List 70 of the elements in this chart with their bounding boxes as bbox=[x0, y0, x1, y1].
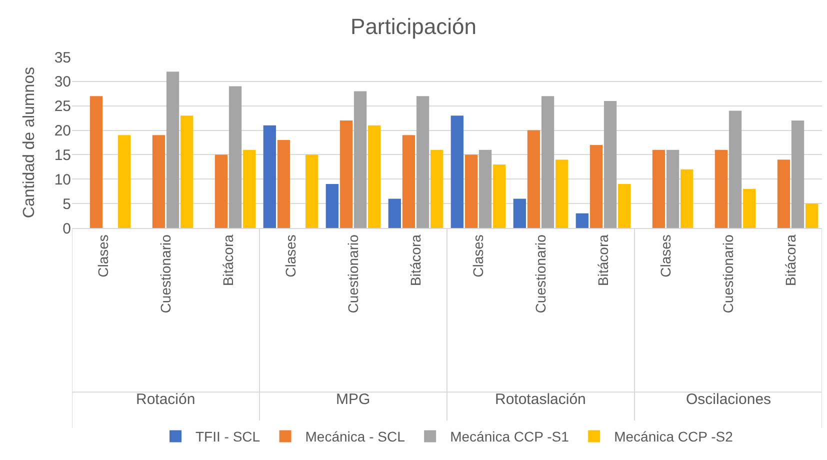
legend-label: TFII - SCL bbox=[196, 428, 260, 445]
y-tick-label: 15 bbox=[54, 146, 71, 164]
bar bbox=[416, 96, 430, 228]
y-tick-label: 20 bbox=[54, 122, 71, 140]
legend-label: Mecánica - SCL bbox=[305, 428, 406, 445]
x-tick-label: Bitácora bbox=[220, 234, 236, 286]
text: Oscilaciones bbox=[686, 391, 772, 408]
x-tick-label: Bitácora bbox=[594, 234, 611, 286]
bar bbox=[354, 91, 367, 228]
legend-label: Mecánica CCP -S2 bbox=[614, 428, 734, 445]
bar bbox=[618, 184, 631, 228]
bar bbox=[777, 160, 790, 228]
bar bbox=[728, 110, 742, 228]
bar bbox=[652, 150, 666, 228]
bar bbox=[152, 135, 166, 228]
bar bbox=[714, 150, 728, 228]
bar bbox=[590, 144, 603, 228]
x-tick-label: Cuestionario bbox=[720, 234, 736, 314]
bar bbox=[806, 204, 818, 228]
bar bbox=[90, 96, 103, 228]
x-tick-label: Clases bbox=[94, 234, 111, 278]
bar bbox=[450, 116, 464, 228]
bar bbox=[541, 96, 554, 228]
y-tick-label: 0 bbox=[62, 220, 71, 238]
x-tick-label: Cuestionario bbox=[532, 234, 548, 314]
chart-title: Participación bbox=[350, 14, 476, 39]
bar bbox=[263, 125, 276, 228]
bar bbox=[340, 120, 353, 228]
x-tick-label: Clases bbox=[470, 234, 486, 278]
y-tick-label: 35 bbox=[54, 49, 71, 66]
bar bbox=[306, 154, 318, 228]
bar bbox=[214, 154, 228, 228]
x-tick-label: Bitácora bbox=[407, 234, 424, 286]
bar bbox=[604, 100, 617, 228]
x-tick-label: Cuestionario bbox=[157, 234, 174, 314]
bar bbox=[513, 198, 526, 228]
legend-label: Mecánica CCP -S1 bbox=[450, 428, 570, 445]
text: MPG bbox=[336, 391, 370, 408]
bar bbox=[326, 184, 338, 228]
bar bbox=[180, 116, 194, 228]
bar bbox=[118, 135, 131, 228]
y-tick-label: 10 bbox=[54, 171, 71, 188]
y-tick-label: 30 bbox=[54, 74, 71, 91]
x-tick-label: Cuestionario bbox=[344, 234, 361, 314]
x-tick-label: Bitácora bbox=[782, 234, 798, 286]
bar bbox=[666, 150, 680, 228]
bar bbox=[388, 198, 401, 228]
bar bbox=[527, 130, 540, 228]
text: Rotación bbox=[136, 391, 196, 408]
x-tick-label: Clases bbox=[657, 234, 674, 278]
bar bbox=[277, 140, 290, 228]
text: Rototaslación bbox=[495, 391, 586, 408]
y-tick-label: 5 bbox=[62, 196, 71, 213]
bar bbox=[556, 160, 568, 228]
bar bbox=[791, 120, 804, 228]
bar bbox=[402, 135, 416, 228]
bar bbox=[478, 150, 492, 228]
bar bbox=[743, 188, 756, 228]
bar bbox=[368, 125, 381, 228]
bar bbox=[493, 164, 506, 228]
bar bbox=[576, 213, 588, 228]
x-tick-label: Clases bbox=[282, 234, 298, 278]
y-tick-label: 25 bbox=[54, 98, 71, 116]
y-axis-title: Cantidad de alumnos bbox=[21, 66, 38, 218]
bar bbox=[228, 86, 242, 228]
bar bbox=[430, 150, 444, 228]
bar bbox=[680, 169, 694, 228]
bar bbox=[166, 72, 180, 228]
bar bbox=[243, 150, 256, 228]
bar bbox=[464, 154, 478, 228]
